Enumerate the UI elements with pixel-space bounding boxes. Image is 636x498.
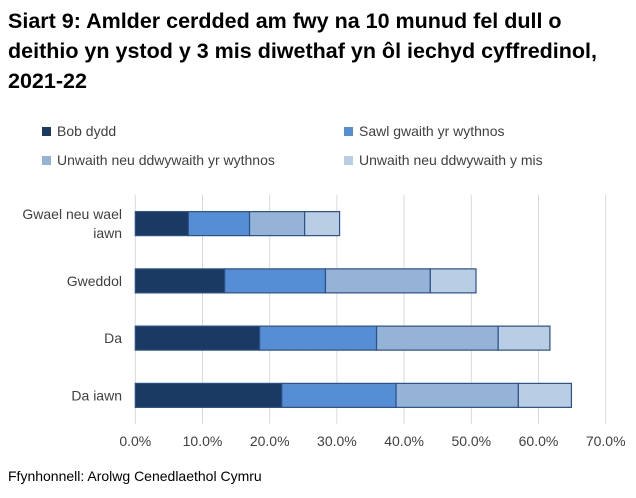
bar-segment [134, 268, 226, 294]
legend-label: Sawl gwaith yr wythnos [359, 123, 505, 139]
category-label: Da [104, 330, 122, 346]
source-note: Ffynhonnell: Arolwg Cenedlaethol Cymru [8, 468, 262, 484]
category-label: Gwael neu wael iawn [22, 206, 122, 241]
category-label: Da iawn [71, 387, 122, 403]
legend-item-2: Unwaith neu ddwywaith yr wythnos [42, 152, 275, 168]
bar-segment [324, 268, 431, 294]
chart-title: Siart 9: Amlder cerdded am fwy na 10 mun… [8, 9, 597, 93]
legend-item-0: Bob dydd [42, 123, 116, 139]
bar-segment [497, 325, 551, 351]
legend-label: Bob dydd [57, 123, 117, 139]
legend-item-1: Sawl gwaith yr wythnos [344, 123, 505, 139]
bar-segment [304, 211, 341, 237]
bar-segment [134, 325, 261, 351]
x-tick-label: 10.0% [183, 433, 223, 449]
legend-item-3: Unwaith neu ddwywaith y mis [344, 152, 543, 168]
legend-swatch [344, 155, 353, 165]
bar-segment [375, 325, 499, 351]
bar-segment [259, 325, 378, 351]
x-tick-label: 0.0% [119, 433, 151, 449]
legend-swatch [344, 126, 353, 136]
bar-segment [224, 268, 327, 294]
bar-segment [429, 268, 477, 294]
x-tick-label: 20.0% [250, 433, 290, 449]
legend-label: Unwaith neu ddwywaith y mis [359, 152, 543, 168]
bar-segment [248, 211, 306, 237]
legend-swatch [42, 155, 51, 165]
x-tick-label: 50.0% [451, 433, 491, 449]
legend-swatch [42, 126, 51, 136]
legend-label: Unwaith neu ddwywaith yr wythnos [57, 152, 275, 168]
bar-segment [187, 211, 251, 237]
bar-segment [134, 211, 189, 237]
x-tick-label: 40.0% [384, 433, 424, 449]
x-tick-label: 60.0% [519, 433, 559, 449]
bar-segment [134, 382, 283, 408]
x-tick-label: 30.0% [317, 433, 357, 449]
category-label: Gweddol [67, 273, 122, 289]
x-tick-label: 70.0% [586, 433, 626, 449]
bar-segment [395, 382, 519, 408]
bar-segment [281, 382, 397, 408]
bar-segment [517, 382, 573, 408]
